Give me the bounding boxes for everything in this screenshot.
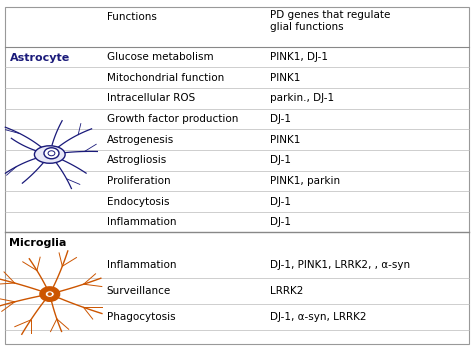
Text: PINK1, parkin: PINK1, parkin (270, 176, 340, 186)
Text: Inflammation: Inflammation (107, 260, 176, 270)
Text: PINK1: PINK1 (270, 73, 301, 83)
Text: Endocytosis: Endocytosis (107, 196, 169, 206)
Circle shape (44, 148, 59, 159)
Text: Surveillance: Surveillance (107, 286, 171, 296)
Text: Microglia: Microglia (9, 238, 67, 248)
Text: DJ-1: DJ-1 (270, 196, 291, 206)
Text: LRRK2: LRRK2 (270, 286, 303, 296)
Text: Growth factor production: Growth factor production (107, 114, 238, 124)
Text: Intracellular ROS: Intracellular ROS (107, 93, 195, 103)
Text: DJ-1: DJ-1 (270, 155, 291, 165)
Ellipse shape (35, 146, 65, 163)
Circle shape (40, 287, 60, 301)
Text: Astrocyte: Astrocyte (9, 53, 70, 63)
FancyBboxPatch shape (5, 7, 469, 344)
Text: Proliferation: Proliferation (107, 176, 170, 186)
Text: DJ-1: DJ-1 (270, 114, 291, 124)
Text: DJ-1, PINK1, LRRK2, , α-syn: DJ-1, PINK1, LRRK2, , α-syn (270, 260, 410, 270)
Text: Astrogliosis: Astrogliosis (107, 155, 167, 165)
Text: PD genes that regulate
glial functions: PD genes that regulate glial functions (270, 10, 391, 32)
Text: DJ-1, α-syn, LRRK2: DJ-1, α-syn, LRRK2 (270, 312, 367, 322)
Circle shape (45, 291, 55, 297)
Text: Glucose metabolism: Glucose metabolism (107, 52, 213, 62)
Text: Phagocytosis: Phagocytosis (107, 312, 175, 322)
Text: Functions: Functions (107, 12, 156, 22)
Text: DJ-1: DJ-1 (270, 217, 291, 227)
Circle shape (48, 293, 52, 295)
Text: Mitochondrial function: Mitochondrial function (107, 73, 224, 83)
Text: Astrogenesis: Astrogenesis (107, 135, 174, 145)
Text: PINK1: PINK1 (270, 135, 301, 145)
Text: PINK1, DJ-1: PINK1, DJ-1 (270, 52, 328, 62)
Text: Inflammation: Inflammation (107, 217, 176, 227)
Text: parkin., DJ-1: parkin., DJ-1 (270, 93, 334, 103)
